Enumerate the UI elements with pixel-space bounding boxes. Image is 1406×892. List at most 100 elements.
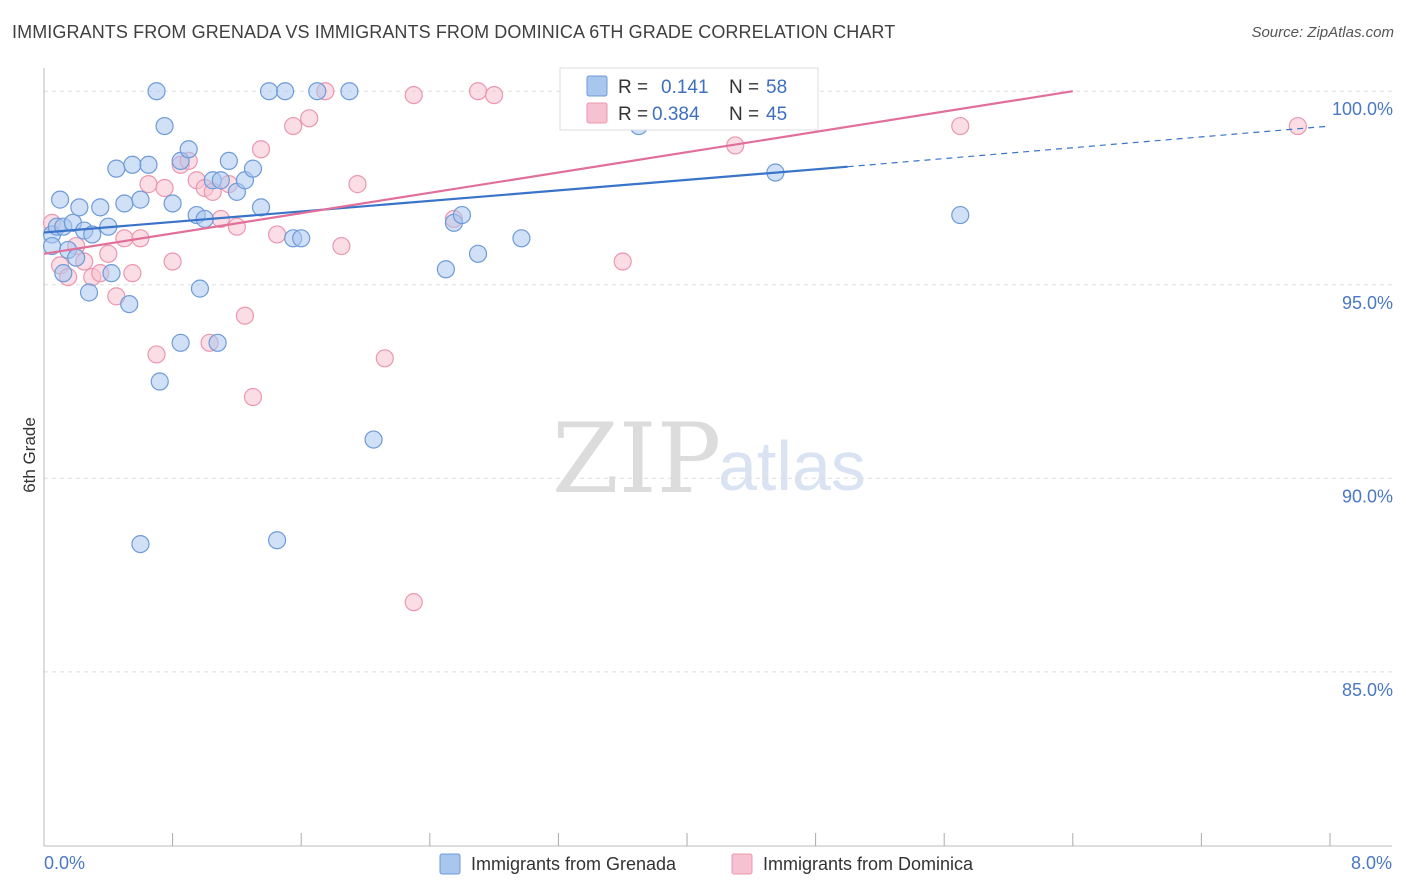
grenada-point <box>512 229 531 248</box>
dominica-point <box>123 264 142 283</box>
dominica-point <box>951 116 970 136</box>
grenada-point <box>171 333 190 352</box>
dominica-point <box>284 116 303 136</box>
dominica-point <box>267 225 287 244</box>
grenada-point <box>251 198 271 217</box>
axes <box>43 68 1392 847</box>
grenada-point <box>54 264 73 283</box>
dominica-point <box>485 85 504 105</box>
dominica-r-label: R = <box>618 104 648 125</box>
dominica-point <box>163 252 182 271</box>
series-legend: Immigrants from Grenada Immigrants from … <box>439 853 974 875</box>
grenada-point <box>276 82 295 101</box>
grenada-point <box>190 279 210 298</box>
grenada-point <box>139 155 158 174</box>
grenada-point <box>150 372 169 391</box>
y-axis-tick-labels: 85.0% 90.0% 95.0% 100.0% <box>1332 99 1393 700</box>
legend-swatch-dominica <box>731 853 753 875</box>
grenada-point <box>179 140 198 159</box>
dominica-point <box>155 178 174 198</box>
dominica-trend-line <box>43 90 1073 255</box>
grenada-point <box>50 190 70 209</box>
dominica-n-label: N = <box>729 104 759 125</box>
dominica-point <box>613 252 632 271</box>
grenada-point <box>208 333 227 352</box>
grenada-point <box>83 225 102 244</box>
x-tick-label-min: 0.0% <box>44 853 85 873</box>
dominica-point <box>375 349 394 368</box>
grenada-point <box>131 534 150 554</box>
dominica-point <box>251 140 271 159</box>
dominica-point <box>468 82 488 101</box>
grenada-point <box>211 171 230 190</box>
grenada-points <box>42 82 970 554</box>
grenada-point <box>155 116 174 136</box>
dominica-point <box>99 244 118 263</box>
grenada-point <box>163 194 182 213</box>
dominica-point <box>147 345 166 364</box>
grenada-point <box>123 155 142 174</box>
grenada-point <box>67 248 86 267</box>
watermark-atlas: atlas <box>718 427 866 505</box>
dominica-point <box>243 387 263 407</box>
grenada-point <box>436 260 455 279</box>
grenada-r-value: 0.141 <box>661 77 709 98</box>
dominica-point <box>1288 116 1307 136</box>
dominica-point <box>300 109 319 128</box>
y-axis-title: 6th Grade <box>20 417 39 493</box>
source-credit: Source: ZipAtlas.com <box>1251 24 1394 41</box>
trend-lines <box>43 90 1331 255</box>
grenada-point <box>115 194 134 213</box>
y-tick-label: 90.0% <box>1342 486 1393 506</box>
dominica-point <box>348 175 367 194</box>
dominica-r-value: 0.384 <box>652 104 700 125</box>
grenada-point <box>219 151 238 170</box>
grenada-n-value: 58 <box>766 77 787 98</box>
x-axis-ticks <box>172 833 1331 846</box>
legend-label-grenada: Immigrants from Grenada <box>471 854 677 874</box>
grenada-point <box>292 229 311 248</box>
grenada-point <box>147 82 166 101</box>
dominica-point <box>404 85 423 105</box>
chart-title: IMMIGRANTS FROM GRENADA VS IMMIGRANTS FR… <box>12 22 896 42</box>
watermark-zip: ZIP <box>552 403 721 515</box>
grenada-point <box>70 198 89 217</box>
y-tick-label: 95.0% <box>1342 293 1393 313</box>
grenada-trend-extension <box>847 125 1331 168</box>
grenada-point <box>259 82 279 101</box>
grenada-point <box>308 82 327 101</box>
grenada-r-label: R = <box>618 77 648 98</box>
dominica-n-value: 45 <box>766 104 787 125</box>
watermark: ZIP atlas <box>552 403 866 515</box>
y-tick-label: 85.0% <box>1342 680 1393 700</box>
grenada-point <box>131 190 150 209</box>
grenada-point <box>364 430 383 449</box>
grenada-point <box>267 531 287 550</box>
dominica-point <box>235 306 255 325</box>
grenada-point <box>107 159 126 178</box>
dominica-point <box>227 217 246 236</box>
stats-legend: R = 0.141 N = 58 R = 0.384 N = 45 <box>559 67 819 131</box>
legend-label-dominica: Immigrants from Dominica <box>763 854 974 874</box>
dominica-point <box>404 593 423 612</box>
dominica-point <box>115 229 134 248</box>
grenada-point <box>102 264 121 283</box>
grenada-point <box>79 283 99 302</box>
grenada-point <box>452 205 472 225</box>
dominica-stat-swatch <box>586 102 608 124</box>
y-tick-label: 100.0% <box>1332 99 1393 119</box>
grenada-point <box>468 244 488 263</box>
dominica-point <box>139 175 158 194</box>
grenada-point <box>91 198 110 217</box>
legend-swatch-grenada <box>439 853 461 875</box>
grenada-stat-swatch <box>586 75 608 97</box>
grenada-point <box>120 295 139 314</box>
dominica-point <box>332 236 351 256</box>
grenada-trend-line <box>43 165 848 234</box>
grenada-n-label: N = <box>729 77 759 98</box>
grenada-point <box>243 159 263 178</box>
grenada-point <box>42 236 62 256</box>
grenada-point <box>951 205 970 225</box>
grenada-point <box>340 82 359 101</box>
